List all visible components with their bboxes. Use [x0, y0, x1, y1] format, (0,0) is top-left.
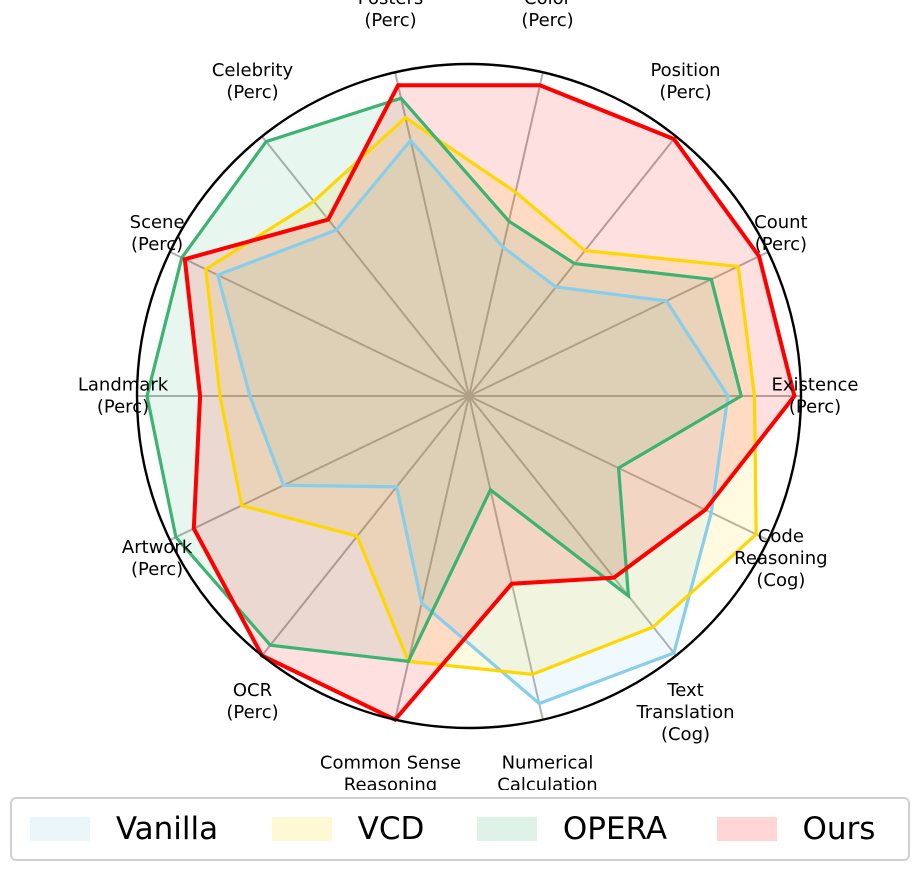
radar-spoke-4 — [394, 72, 470, 397]
radar-series — [145, 83, 797, 723]
axis-label-line: Position — [650, 60, 720, 81]
axis-label-line: Common Sense — [320, 752, 461, 773]
axis-label-line: (Perc) — [521, 10, 573, 31]
series-line-opera — [145, 96, 744, 664]
radar-spoke-3 — [468, 72, 544, 397]
axis-label-9: OCR (Perc) — [226, 680, 278, 723]
radar-spoke-1 — [468, 251, 769, 397]
legend-swatch — [29, 817, 90, 841]
legend-item-opera: OPERA — [460, 811, 684, 847]
radar-spoke-9 — [261, 395, 470, 657]
radar-spoke-5 — [261, 135, 470, 397]
axis-label-line: Reasoning — [344, 774, 437, 790]
axis-label-line: (Perc) — [755, 234, 807, 255]
radar-spoke-2 — [468, 135, 677, 397]
legend: Vanilla VCD OPERA Ours — [10, 797, 910, 861]
axis-label-line: (Perc) — [226, 82, 278, 103]
legend-label: OPERA — [562, 811, 668, 847]
radar-outer-circle — [135, 62, 803, 730]
series-line-vanilla — [215, 137, 730, 706]
legend-label: Vanilla — [115, 811, 219, 847]
legend-swatch — [476, 817, 537, 841]
series-line-vcd — [204, 115, 758, 677]
axis-label-8: Artwork (Perc) — [122, 537, 193, 580]
legend-swatch — [271, 817, 332, 841]
axis-label-line: Translation — [635, 702, 734, 723]
axis-label-line: Color — [524, 0, 572, 9]
axis-label-line: Calculation — [497, 774, 597, 790]
axis-label-0: Existence (Perc) — [772, 375, 859, 418]
radar-spoke-8 — [169, 395, 470, 541]
radar-chart: Existence (Perc)Count (Perc)Position (Perc)… — [78, 0, 859, 790]
axis-label-4: Posters(Perc) — [358, 0, 424, 31]
axis-label-line: (Cog) — [756, 570, 805, 591]
axis-label-5: Celebrity (Perc) — [212, 60, 294, 103]
axis-label-line: (Perc) — [789, 397, 841, 418]
radar-spoke-6 — [169, 251, 470, 397]
axis-label-12: Text Translation (Cog) — [635, 680, 734, 745]
axis-label-line: Scene — [130, 212, 185, 233]
axis-label-line: Reasoning — [734, 548, 827, 569]
legend-label: VCD — [357, 811, 425, 847]
axis-label-line: Artwork — [122, 537, 193, 558]
radar-spoke-11 — [468, 395, 544, 720]
axis-labels: Existence (Perc)Count (Perc)Position (Perc)… — [78, 0, 859, 790]
radar-spoke-12 — [468, 395, 677, 657]
axis-label-line: (Perc) — [131, 234, 183, 255]
radar-spoke-10 — [394, 395, 470, 720]
legend-swatch — [716, 817, 777, 841]
series-fill-vanilla — [217, 140, 728, 704]
axis-label-line: Count — [754, 212, 807, 233]
legend-item-vcd: VCD — [236, 811, 460, 847]
legend-item-ours: Ours — [684, 811, 908, 847]
axis-label-line: (Perc) — [131, 559, 183, 580]
axis-label-7: Landmark (Perc) — [78, 375, 169, 418]
axis-label-line: Celebrity — [212, 60, 294, 81]
legend-item-vanilla: Vanilla — [12, 811, 236, 847]
axis-label-3: Color(Perc) — [521, 0, 573, 31]
series-fill-vcd — [205, 117, 757, 675]
series-fill-ours — [184, 85, 795, 720]
axis-label-6: Scene (Perc) — [130, 212, 185, 255]
axis-label-13: Code Reasoning (Cog) — [734, 526, 827, 591]
axis-label-line: (Perc) — [97, 397, 149, 418]
axis-label-line: (Perc) — [364, 10, 416, 31]
axis-label-line: Code — [758, 526, 804, 547]
axis-label-line: (Perc) — [659, 82, 711, 103]
axis-label-line: Posters — [358, 0, 424, 9]
axis-label-line: OCR — [233, 680, 272, 701]
legend-label: Ours — [802, 811, 876, 847]
axis-label-line: Text — [666, 680, 703, 701]
axis-label-line: Numerical — [502, 752, 594, 773]
axis-label-line: (Perc) — [226, 702, 278, 723]
axis-label-2: Position (Perc) — [650, 60, 720, 103]
axis-label-1: Count (Perc) — [754, 212, 807, 255]
outer-circle — [135, 62, 803, 730]
axis-label-line: Existence — [772, 375, 859, 396]
axis-label-line: Landmark — [78, 375, 169, 396]
axis-label-line: (Cog) — [661, 724, 710, 745]
series-line-ours — [182, 83, 797, 723]
